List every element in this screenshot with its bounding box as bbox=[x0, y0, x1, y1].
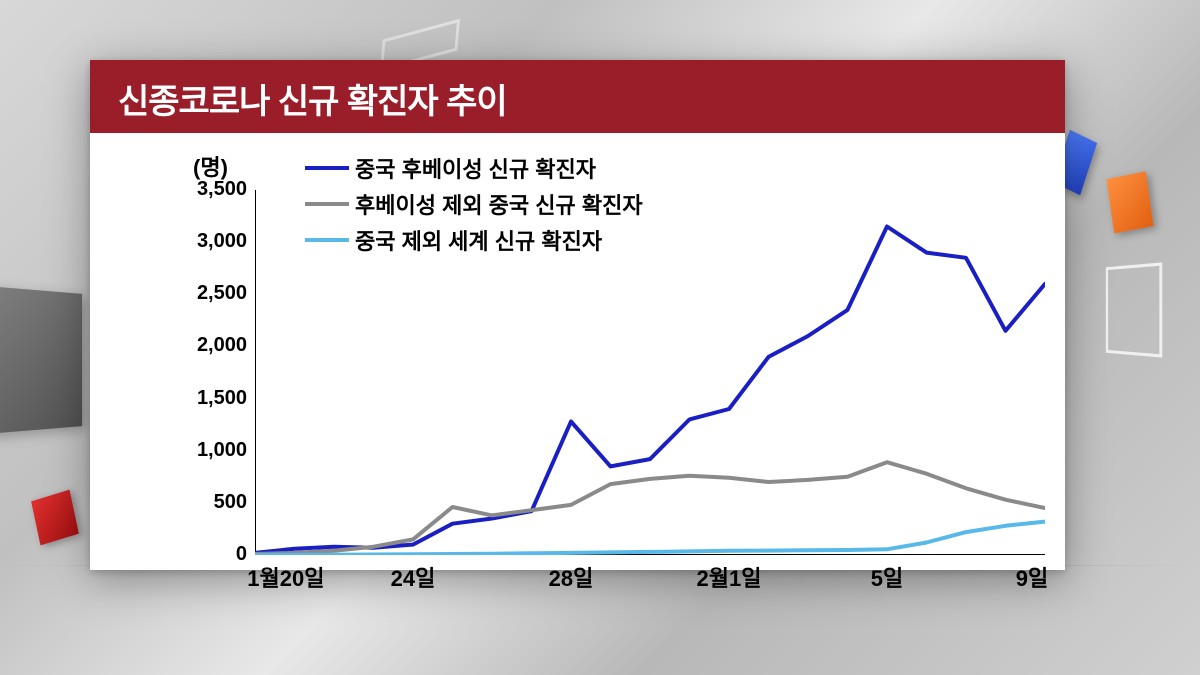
y-tick-label: 500 bbox=[177, 491, 247, 514]
y-tick-label: 2,500 bbox=[177, 282, 247, 305]
chart-card: 신종코로나 신규 확진자 추이 (명) 중국 후베이성 신규 확진자후베이성 제… bbox=[90, 60, 1065, 570]
legend-label: 중국 후베이성 신규 확진자 bbox=[355, 152, 596, 184]
line-chart-svg bbox=[255, 190, 1045, 555]
deco-red-cube bbox=[31, 490, 79, 546]
y-tick-label: 1,000 bbox=[177, 439, 247, 462]
y-tick-label: 1,500 bbox=[177, 387, 247, 410]
y-tick-label: 3,500 bbox=[177, 178, 247, 201]
x-tick-label: 5일 bbox=[871, 561, 903, 593]
deco-orange-cube bbox=[1107, 171, 1154, 233]
deco-frame-2 bbox=[1106, 262, 1162, 357]
plot-area bbox=[255, 190, 1045, 555]
legend-item: 중국 후베이성 신규 확진자 bbox=[305, 152, 643, 184]
x-tick-label: 28일 bbox=[549, 561, 594, 593]
x-tick-label: 1월20일 bbox=[247, 561, 324, 593]
y-tick-label: 3,000 bbox=[177, 230, 247, 253]
x-tick-label: 24일 bbox=[391, 561, 436, 593]
legend-swatch bbox=[305, 166, 349, 170]
x-tick-label: 9일 bbox=[1016, 561, 1048, 593]
x-tick-label: 2월1일 bbox=[697, 561, 762, 593]
y-tick-label: 2,000 bbox=[177, 334, 247, 357]
y-tick-label: 0 bbox=[177, 543, 247, 566]
deco-gray-panel bbox=[0, 286, 82, 435]
chart-title: 신종코로나 신규 확진자 추이 bbox=[90, 60, 1065, 133]
